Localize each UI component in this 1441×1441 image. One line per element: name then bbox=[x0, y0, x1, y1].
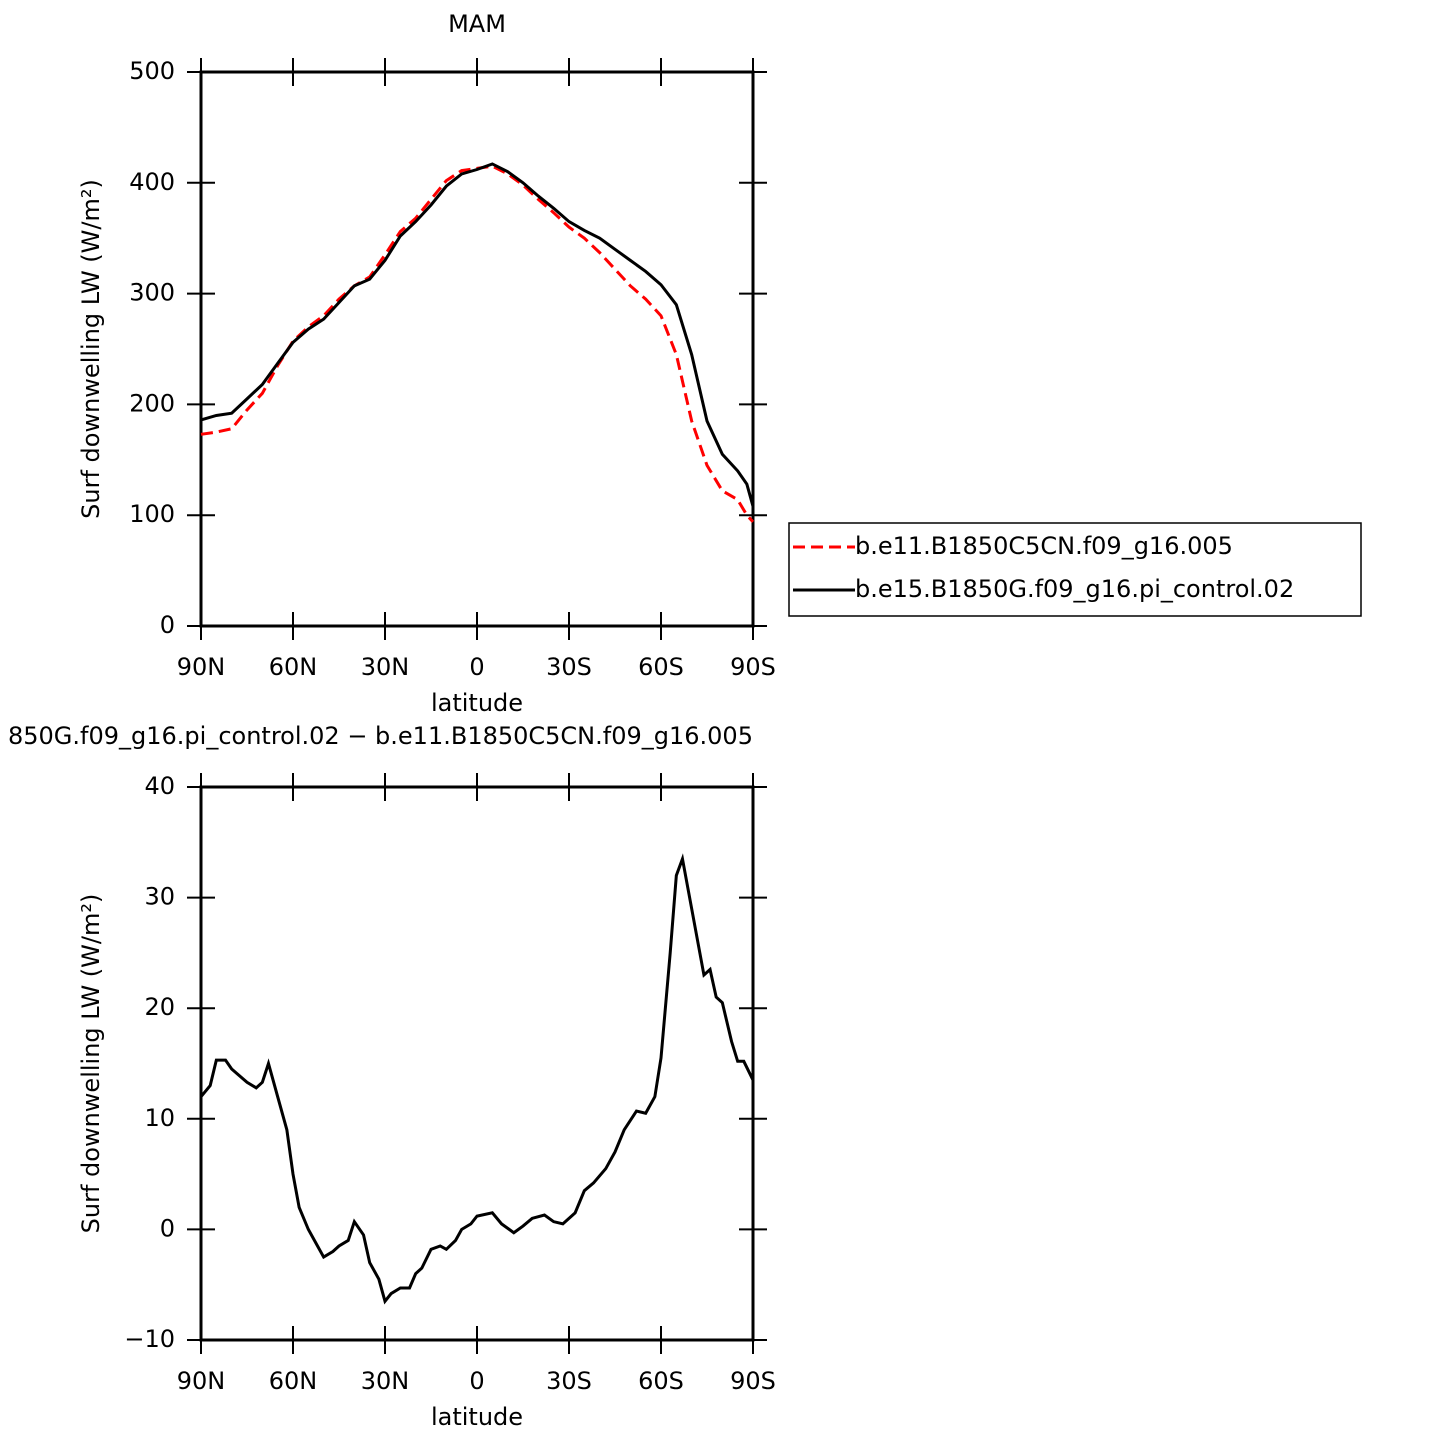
y-tick-label: 0 bbox=[160, 1214, 175, 1242]
legend-box bbox=[788, 522, 1362, 617]
y-tick-label: 400 bbox=[129, 168, 175, 196]
x-tick-label: 30S bbox=[546, 653, 592, 681]
x-tick-label: 30S bbox=[546, 1367, 592, 1395]
y-tick-label: 30 bbox=[144, 883, 175, 911]
x-tick-label: 0 bbox=[469, 653, 484, 681]
y-tick-label: 40 bbox=[144, 772, 175, 800]
y-axis-label: Surf downwelling LW (W/m²) bbox=[77, 894, 105, 1234]
y-tick-label: 100 bbox=[129, 500, 175, 528]
plot-frame bbox=[199, 70, 755, 628]
x-tick-label: 90S bbox=[730, 1367, 776, 1395]
x-tick-label: 30N bbox=[361, 1367, 410, 1395]
chart-title: MAM bbox=[448, 10, 506, 38]
y-tick-label: 10 bbox=[144, 1104, 175, 1132]
x-tick-label: 60N bbox=[269, 1367, 318, 1395]
data-line bbox=[199, 853, 755, 1305]
x-tick-label: 60S bbox=[638, 1367, 684, 1395]
x-tick-label: 0 bbox=[469, 1367, 484, 1395]
x-tick-label: 90N bbox=[177, 653, 226, 681]
y-tick-label: 200 bbox=[129, 389, 175, 417]
x-tick-label: 60N bbox=[269, 653, 318, 681]
chart-title: 850G.f09_g16.pi_control.02 − b.e11.B1850… bbox=[8, 722, 753, 750]
x-tick-label: 60S bbox=[638, 653, 684, 681]
x-tick-label: 90N bbox=[177, 1367, 226, 1395]
legend-label: b.e15.B1850G.f09_g16.pi_control.02 bbox=[855, 575, 1294, 603]
y-tick-label: 20 bbox=[144, 993, 175, 1021]
x-axis-label: latitude bbox=[431, 689, 523, 717]
series-line bbox=[200, 164, 755, 523]
y-tick-label: 0 bbox=[160, 611, 175, 639]
x-tick-label: 30N bbox=[361, 653, 410, 681]
x-axis-label: latitude bbox=[431, 1403, 523, 1431]
y-tick-label: 300 bbox=[129, 279, 175, 307]
plot-frame bbox=[199, 785, 755, 1342]
y-tick-label: 500 bbox=[129, 57, 175, 85]
y-axis-label: Surf downwelling LW (W/m²) bbox=[77, 179, 105, 519]
legend-label: b.e11.B1850C5CN.f09_g16.005 bbox=[855, 532, 1233, 560]
x-tick-label: 90S bbox=[730, 653, 776, 681]
series-line bbox=[200, 162, 755, 507]
y-tick-label: −10 bbox=[124, 1325, 175, 1353]
